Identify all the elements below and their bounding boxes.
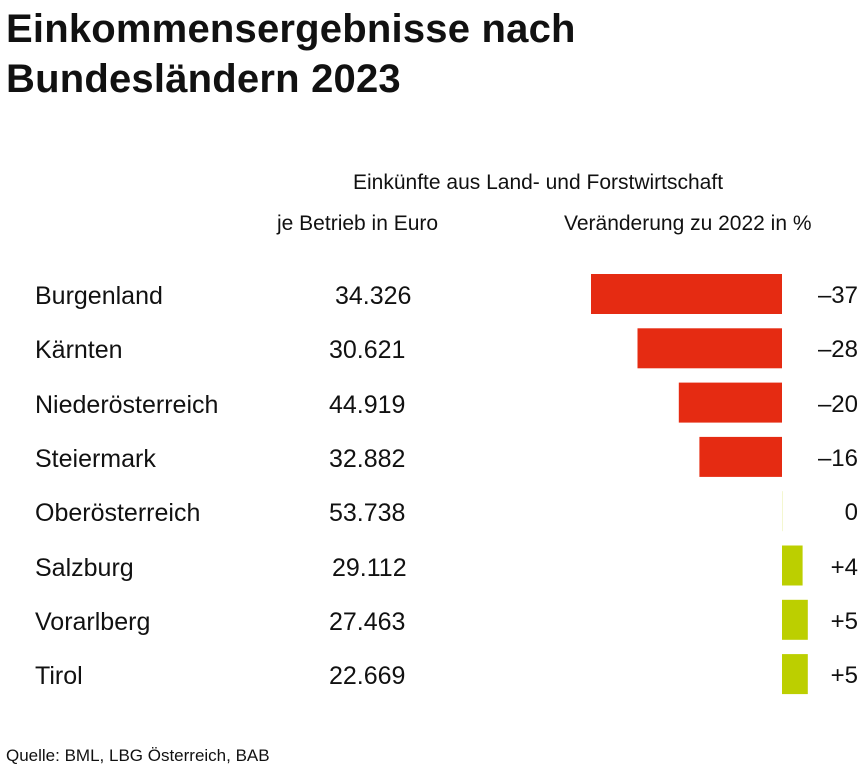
row-label-kärnten: Kärnten <box>35 336 123 365</box>
bar-kärnten <box>637 328 782 369</box>
change-label-niederösterreich: –20 <box>817 390 858 418</box>
row-label-salzburg: Salzburg <box>35 553 134 582</box>
change-label-steiermark: –16 <box>817 444 858 472</box>
bar-salzburg <box>782 545 803 586</box>
bar-burgenland <box>591 274 782 314</box>
bar-niederösterreich <box>678 382 782 423</box>
chart-title-line-1: Einkommensergebnisse nach <box>6 7 576 51</box>
change-label-kärnten: –28 <box>817 336 858 364</box>
change-label-oberösterreich: 0 <box>844 499 858 527</box>
row-label-vorarlberg: Vorarlberg <box>35 607 151 636</box>
value-label-steiermark: 32.882 <box>329 444 406 473</box>
chart-title: Einkommensergebnisse nach Bundesländern … <box>6 4 846 104</box>
row-label-tirol: Tirol <box>35 662 83 691</box>
change-label-salzburg: +4 <box>830 553 858 581</box>
value-label-niederösterreich: 44.919 <box>329 390 406 419</box>
row-label-niederösterreich: Niederösterreich <box>35 390 219 419</box>
value-label-burgenland: 34.326 <box>335 282 412 310</box>
bar-vorarlberg <box>782 599 808 640</box>
row-label-oberösterreich: Oberösterreich <box>35 499 201 528</box>
header-group: Einkünfte aus Land- und Forstwirtschaft <box>353 171 724 194</box>
row-label-steiermark: Steiermark <box>35 444 156 473</box>
change-label-vorarlberg: +5 <box>830 607 858 635</box>
bar-tirol <box>782 654 808 695</box>
header-value: je Betrieb in Euro <box>277 212 439 235</box>
row-label-burgenland: Burgenland <box>35 282 163 310</box>
source-note: Quelle: BML, LBG Österreich, BAB <box>6 746 270 765</box>
bar-steiermark <box>699 436 782 477</box>
value-label-tirol: 22.669 <box>329 662 406 691</box>
change-label-burgenland: –37 <box>817 282 858 309</box>
value-label-kärnten: 30.621 <box>329 336 406 365</box>
chart-title-line-2: Bundesländern 2023 <box>6 57 401 101</box>
change-label-tirol: +5 <box>830 662 858 690</box>
header-change: Veränderung zu 2022 in % <box>564 212 812 235</box>
bar-oberösterreich <box>782 491 783 532</box>
value-label-salzburg: 29.112 <box>332 553 407 582</box>
value-label-vorarlberg: 27.463 <box>329 607 406 636</box>
value-label-oberösterreich: 53.738 <box>329 499 406 528</box>
